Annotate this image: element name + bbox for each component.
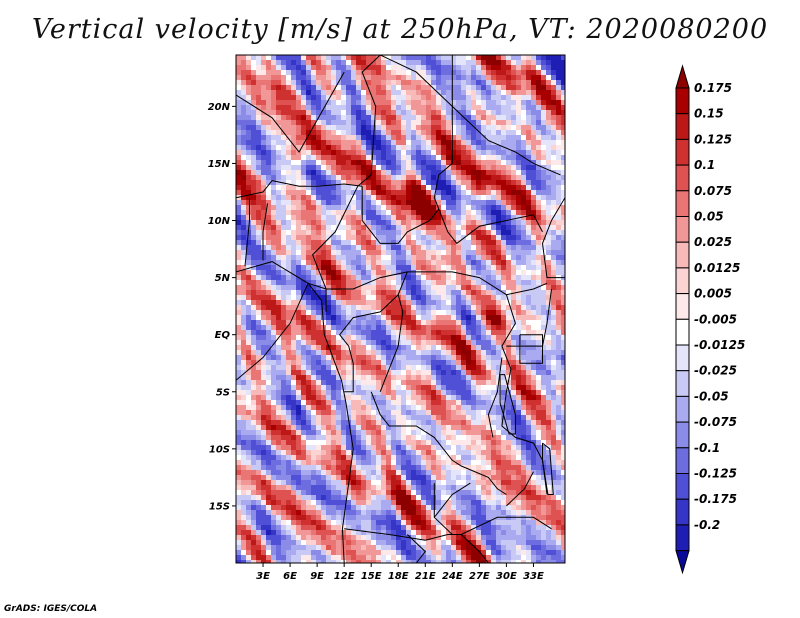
colorbar-swatch [675,113,690,140]
border-line [379,294,404,392]
lon-tick-label: 33E [523,571,544,582]
colorbar-bottom-arrow [675,550,690,575]
lat-tick-label: 15S [209,501,230,512]
colorbar-label: -0.125 [694,467,737,481]
border-line [236,271,507,381]
colorbar-label: 0.005 [694,287,732,301]
border-line [501,282,548,495]
latitude-axis: 20N 15N 10N 5N EQ 5S 10S 15S [208,102,236,512]
colorbar-swatch [675,164,690,192]
colorbar-label: 0.1 [694,158,715,172]
colorbar-label: -0.2 [694,518,720,532]
map-frame [235,54,566,564]
coastline [236,261,354,563]
lon-tick-label: 30E [496,571,517,582]
lat-tick-label: EQ [215,330,231,341]
colorbar-label: 0.025 [694,235,732,249]
border-line [244,197,250,267]
colorbar-label: 0.175 [694,81,732,95]
colorbar-swatch [675,241,690,269]
coastline [542,442,554,495]
border-line [262,203,268,261]
colorbar-swatch [675,293,690,320]
border-line [433,55,543,245]
lon-tick-label: 27E [469,571,490,582]
colorbar-label: -0.0125 [694,338,745,352]
lon-tick-label: 18E [388,571,409,582]
colorbar-swatch [675,498,690,526]
colorbar-swatch [675,318,690,346]
border-line [339,271,408,393]
colorbar-label: 0.075 [694,184,732,198]
border-line [236,71,345,153]
border-line [236,180,363,199]
lon-tick-label: 12E [334,571,355,582]
border-line [344,516,552,541]
border-line [379,55,561,176]
colorbar-label: -0.05 [694,389,729,403]
colorbar-label: -0.025 [694,364,737,378]
lon-tick-label: 6E [283,571,297,582]
lat-tick-label: 20N [208,102,231,113]
lat-tick-label: 5N [215,273,231,284]
colorbar-swatch [675,216,690,243]
colorbar-label: -0.1 [694,441,720,455]
footer-credit: GrADS: IGES/COLA [4,604,98,614]
border-line [460,534,489,563]
lat-tick-label: 10S [209,444,230,455]
colorbar-top-arrow [675,64,690,89]
border-line [541,197,565,279]
border-line [433,482,471,518]
colorbar-swatch [675,370,690,397]
colorbar-label: 0.15 [694,107,724,121]
lon-tick-label: 9E [310,571,324,582]
border-line [406,534,426,563]
colorbar-swatch [675,190,690,218]
colorbar-label: -0.175 [694,492,737,506]
border-line [361,186,440,244]
colorbar-label: 0.125 [694,132,732,146]
chart-title: Vertical velocity [m/s] at 250hPa, VT: 2… [31,14,769,45]
colorbar-label: -0.005 [694,312,737,326]
country-borders [236,55,565,563]
colorbar-swatch [675,267,690,295]
border-line [506,471,534,507]
border-line [312,55,381,312]
lon-tick-label: 15E [361,571,382,582]
colorbar-swatch [675,138,690,166]
lon-tick-label: 24E [442,571,463,582]
colorbar-label: 0.05 [694,210,724,224]
colorbar-label: 0.0125 [694,261,740,275]
lon-tick-label: 21E [415,571,436,582]
colorbar-swatch [675,395,690,423]
lon-tick-label: 3E [256,571,270,582]
lat-tick-label: 10N [208,216,231,227]
lat-tick-label: 15N [208,159,231,170]
colorbar-swatch [675,447,690,474]
colorbar: 0.175 0.15 0.125 0.1 0.075 0.05 0.025 0.0125 0.0… [675,64,745,575]
colorbar-swatch [675,473,690,500]
colorbar-swatch [675,524,690,552]
colorbar-swatch [675,344,690,372]
colorbar-swatch [675,87,690,115]
border-line [370,391,507,495]
colorbar-swatch [675,421,690,449]
lat-tick-label: 5S [216,387,230,398]
colorbar-label: -0.075 [694,415,737,429]
coastline [519,334,543,364]
longitude-axis: 3E 6E 9E 12E 15E 18E 21E 24E 27E 30E 33E [256,563,544,582]
vertical-velocity-field [236,55,565,563]
coastline [499,374,516,435]
